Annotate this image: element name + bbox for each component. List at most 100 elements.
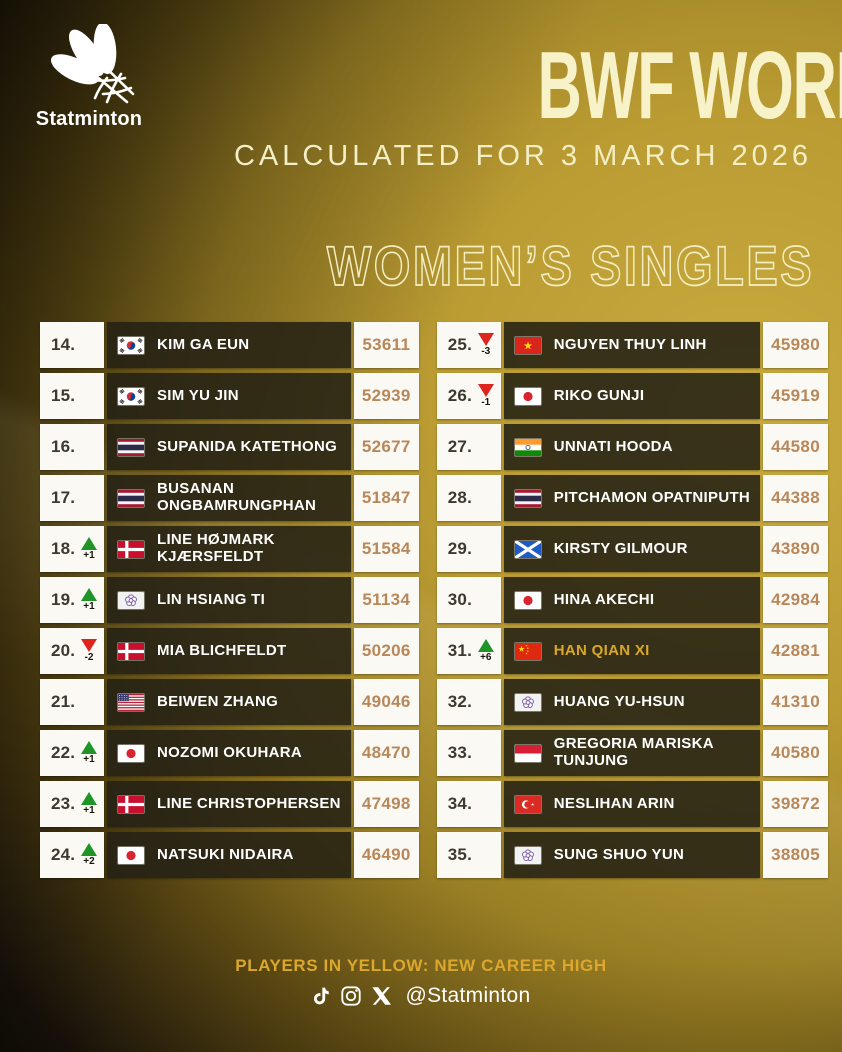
points-value: 48470 [361, 743, 411, 762]
ranking-row: 17. BUSANAN ONGBAMRUNGPHAN 51847 [40, 475, 419, 521]
player-cell: LINE HØJMARK KJÆRSFELDT [107, 526, 351, 572]
th-flag-icon [513, 488, 542, 508]
shuttlecock-icon [50, 24, 135, 104]
player-cell: KIM GA EUN [107, 322, 351, 368]
social-handle[interactable]: @Statminton [405, 984, 531, 1007]
player-cell: BUSANAN ONGBAMRUNGPHAN [107, 475, 351, 521]
jp-flag-icon [513, 590, 542, 610]
rank-cell: 35. [436, 832, 501, 878]
player-cell: BEIWEN ZHANG [107, 679, 351, 725]
dk-flag-icon [117, 794, 145, 814]
player-cell: HAN QIAN XI [503, 628, 761, 674]
points-value: 49046 [361, 692, 411, 711]
x-icon[interactable] [371, 985, 393, 1007]
rank-cell: 25. -3 [436, 322, 501, 368]
points-cell: 51847 [353, 475, 419, 521]
cn-flag-icon [513, 641, 542, 661]
ranking-row: 35. SUNG SHUO YUN 38805 [436, 832, 829, 878]
rank-number: 15. [51, 386, 76, 405]
rank-number: 31. [447, 641, 473, 660]
rank-cell: 34. [436, 781, 501, 827]
player-name: HAN QIAN XI [553, 641, 650, 659]
points-cell: 42984 [763, 577, 829, 623]
points-value: 51584 [361, 539, 411, 558]
rank-delta: +1 [83, 601, 95, 612]
ranking-table: 14. KIM GA EUN 53611 15. SIM YU JIN 5293… [40, 322, 829, 878]
rank-number: 27. [447, 437, 473, 456]
social-bar: @Statminton [0, 984, 842, 1008]
player-name: LIN HSIANG TI [157, 590, 266, 608]
points-cell: 44580 [763, 424, 829, 470]
rank-cell: 29. [436, 526, 501, 572]
rank-number: 18. [51, 539, 76, 558]
points-value: 50206 [361, 641, 411, 660]
rank-cell: 22. +1 [40, 730, 104, 776]
brand-logo: Statminton [30, 24, 148, 131]
tw-flag-icon [513, 845, 542, 865]
tw-flag-icon [117, 590, 145, 610]
instagram-icon[interactable] [340, 985, 362, 1007]
points-value: 41310 [771, 692, 820, 711]
player-name: BUSANAN ONGBAMRUNGPHAN [157, 480, 317, 514]
rank-cell: 16. [40, 424, 104, 470]
rank-cell: 17. [40, 475, 104, 521]
points-value: 40580 [771, 743, 820, 762]
rank-cell: 15. [40, 373, 104, 419]
rank-cell: 28. [436, 475, 501, 521]
us-flag-icon [117, 692, 145, 712]
vn-flag-icon [513, 335, 542, 355]
player-cell: RIKO GUNJI [503, 373, 761, 419]
points-cell: 44388 [763, 475, 829, 521]
rank-delta: -3 [481, 346, 491, 357]
player-cell: KIRSTY GILMOUR [503, 526, 761, 572]
player-cell: HUANG YU-HSUN [503, 679, 761, 725]
player-cell: SIM YU JIN [107, 373, 351, 419]
rank-up-indicator: +1 [81, 792, 97, 816]
ranking-row: 24. +2 NATSUKI NIDAIRA 46490 [40, 832, 419, 878]
rank-delta: +2 [83, 856, 95, 867]
tiktok-icon[interactable] [311, 985, 331, 1007]
player-cell: UNNATI HOODA [503, 424, 761, 470]
down-triangle-icon [81, 639, 97, 652]
points-value: 43890 [771, 539, 820, 558]
ranking-row: 32. HUANG YU-HSUN 41310 [436, 679, 829, 725]
player-name: LINE CHRISTOPHERSEN [157, 794, 341, 812]
rank-cell: 14. [40, 322, 104, 368]
rank-number: 35. [447, 845, 473, 864]
points-value: 53611 [362, 335, 411, 354]
points-cell: 49046 [353, 679, 419, 725]
rank-delta: -1 [481, 397, 491, 408]
player-name: NOZOMI OKUHARA [157, 743, 303, 761]
player-name: NATSUKI NIDAIRA [157, 845, 294, 863]
ranking-row: 14. KIM GA EUN 53611 [40, 322, 419, 368]
points-cell: 47498 [353, 781, 419, 827]
player-name: GREGORIA MARISKA TUNJUNG [553, 735, 714, 769]
jp-flag-icon [117, 743, 145, 763]
player-cell: LIN HSIANG TI [107, 577, 351, 623]
rank-up-indicator: +1 [81, 588, 97, 612]
rank-number: 32. [447, 692, 473, 711]
rank-delta: +1 [83, 805, 95, 816]
tw-flag-icon [513, 692, 542, 712]
rank-delta: +1 [83, 754, 95, 765]
player-cell: SUPANIDA KATETHONG [107, 424, 351, 470]
ranking-row: 21. BEIWEN ZHANG 49046 [40, 679, 419, 725]
points-cell: 42881 [763, 628, 829, 674]
ranking-row: 27. UNNATI HOODA 44580 [436, 424, 829, 470]
points-value: 44580 [771, 437, 820, 456]
player-name: BEIWEN ZHANG [157, 692, 279, 710]
page-title: BWF WORLD RANKING [537, 32, 842, 139]
player-name: NESLIHAN ARIN [553, 794, 675, 812]
down-triangle-icon [477, 384, 494, 397]
rank-cell: 26. -1 [436, 373, 501, 419]
player-name: PITCHAMON OPATNIPUTH [553, 488, 751, 506]
points-cell: 39872 [763, 781, 829, 827]
down-triangle-icon [477, 333, 494, 346]
rank-down-indicator: -3 [477, 333, 494, 357]
points-cell: 51134 [353, 577, 419, 623]
rank-number: 33. [447, 743, 473, 762]
points-value: 44388 [771, 488, 820, 507]
rank-down-indicator: -1 [477, 384, 494, 408]
category-title: WOMEN’S SINGLES [326, 233, 814, 298]
id-flag-icon [513, 743, 542, 763]
